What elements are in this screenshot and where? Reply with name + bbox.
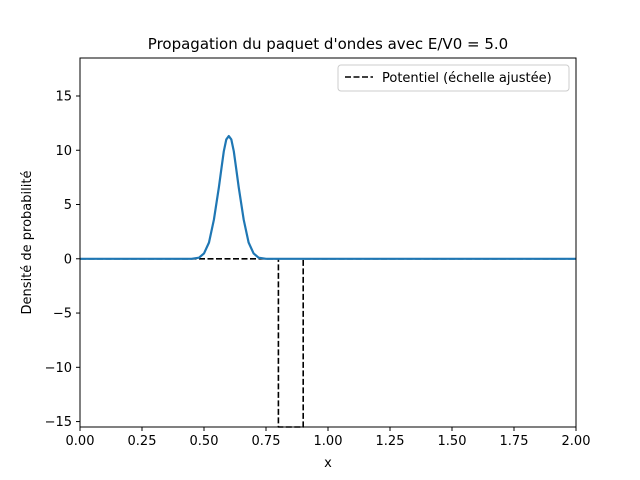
- x-tick-label: 0.75: [252, 434, 281, 449]
- x-tick-label: 1.50: [438, 434, 467, 449]
- y-axis: −15 −10 −5 0 5 10 15: [45, 89, 80, 430]
- x-tick-label: 0.00: [66, 434, 95, 449]
- x-tick-label: 0.50: [190, 434, 219, 449]
- chart-title: Propagation du paquet d'ondes avec E/V0 …: [148, 35, 508, 53]
- legend: Potentiel (échelle ajustée): [337, 64, 570, 92]
- x-axis-label: x: [324, 456, 332, 471]
- x-tick-label: 1.25: [376, 434, 405, 449]
- x-tick-label: 1.75: [500, 434, 529, 449]
- y-tick-label: −5: [53, 307, 72, 322]
- x-tick-label: 0.25: [128, 434, 157, 449]
- x-tick-label: 1.00: [314, 434, 343, 449]
- y-axis-label: Densité de probabilité: [20, 171, 35, 315]
- y-tick-label: −10: [45, 361, 72, 376]
- y-tick-label: 0: [64, 252, 72, 267]
- legend-box: [337, 64, 570, 92]
- y-tick-label: 15: [55, 89, 72, 104]
- series-probability-density-line: [80, 135, 576, 260]
- x-tick-label: 2.00: [562, 434, 591, 449]
- y-tick-label: 5: [64, 198, 72, 213]
- x-axis: 0.00 0.25 0.50 0.75 1.00 1.25 1.50 1.75 2.00: [66, 427, 591, 449]
- legend-label-potential: Potentiel (échelle ajustée): [382, 71, 552, 86]
- y-tick-label: −15: [45, 415, 72, 430]
- y-tick-label: 10: [55, 144, 72, 159]
